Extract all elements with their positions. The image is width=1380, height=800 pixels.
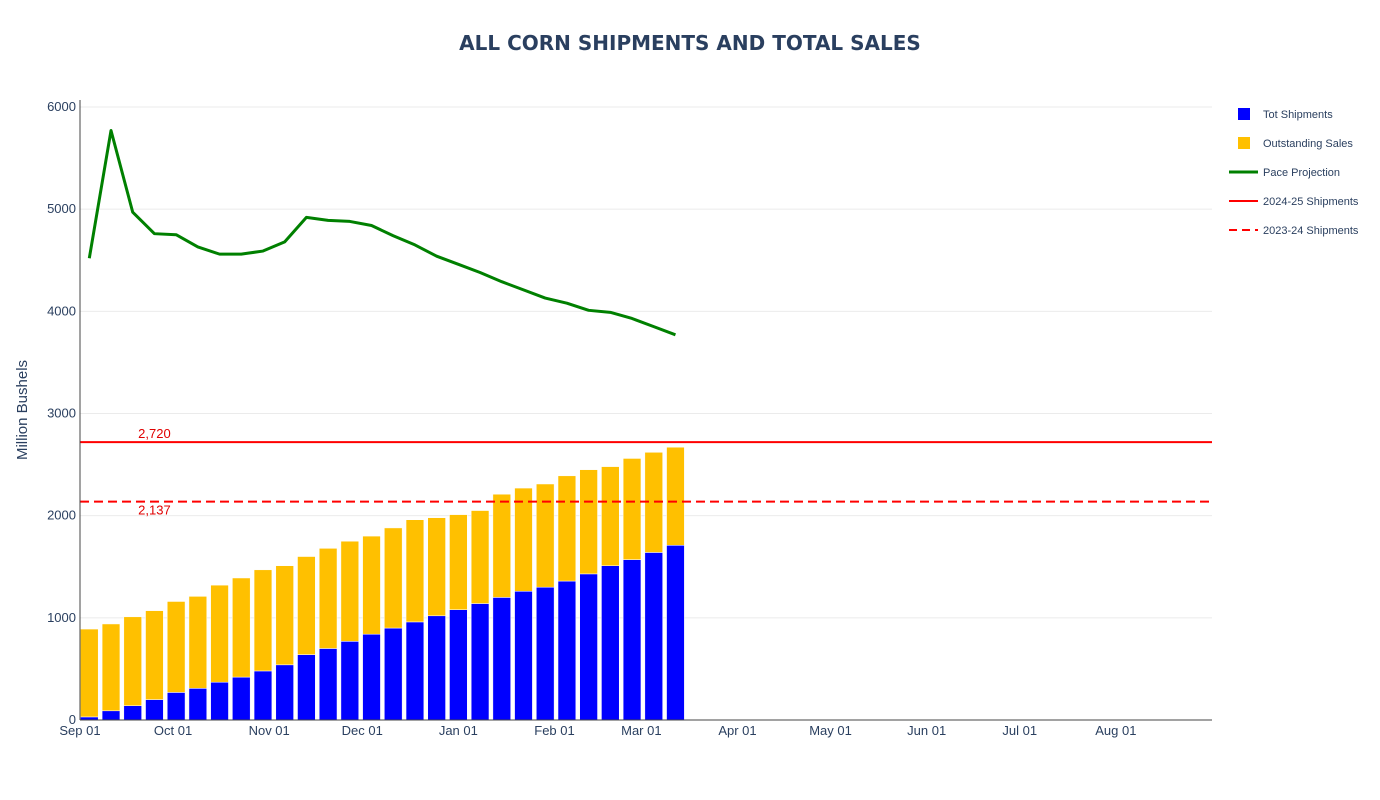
outstanding-sales-bar[interactable] <box>405 519 425 623</box>
x-tick-label: Oct 01 <box>154 723 192 738</box>
bars <box>80 446 685 721</box>
x-tick-label: Sep 01 <box>59 723 100 738</box>
outstanding-sales-bar[interactable] <box>340 540 359 642</box>
shipments-bar[interactable] <box>557 580 577 721</box>
legend-label: 2024-25 Shipments <box>1263 196 1359 208</box>
outstanding-sales-bar[interactable] <box>601 466 620 566</box>
legend-label: Outstanding Sales <box>1263 138 1353 150</box>
shipments-bar[interactable] <box>297 654 316 721</box>
legend-item[interactable]: Tot Shipments <box>1238 108 1333 121</box>
outstanding-sales-bar[interactable] <box>145 610 164 700</box>
outstanding-sales-bar[interactable] <box>101 623 121 712</box>
shipments-bar[interactable] <box>644 552 663 721</box>
legend-swatch <box>1238 108 1250 120</box>
outstanding-sales-bar[interactable] <box>514 487 533 592</box>
y-tick-label: 6000 <box>47 99 76 114</box>
outstanding-sales-bar[interactable] <box>123 616 142 706</box>
shipments-bar[interactable] <box>384 627 403 721</box>
y-tick-label: 5000 <box>47 201 76 216</box>
y-tick-label: 0 <box>69 712 76 727</box>
x-tick-label: Apr 01 <box>718 723 756 738</box>
y-tick-label: 2000 <box>47 508 76 523</box>
outstanding-sales-bar[interactable] <box>384 527 403 629</box>
outstanding-sales-bar[interactable] <box>232 577 251 678</box>
outstanding-sales-bar[interactable] <box>666 446 685 546</box>
outstanding-sales-bar[interactable] <box>253 569 273 672</box>
legend-item[interactable]: 2024-25 Shipments <box>1229 196 1359 208</box>
x-tick-label: Dec 01 <box>342 723 383 738</box>
shipments-bar[interactable] <box>601 565 620 721</box>
outstanding-sales-bar[interactable] <box>470 510 490 604</box>
y-tick-label: 4000 <box>47 303 76 318</box>
shipments-bar[interactable] <box>362 633 381 721</box>
x-tick-label: Aug 01 <box>1095 723 1136 738</box>
shipments-bar[interactable] <box>427 615 446 721</box>
legend[interactable]: Tot Shipments Outstanding Sales Pace Proje… <box>1229 108 1359 237</box>
outstanding-sales-bar[interactable] <box>492 493 511 598</box>
shipments-2024-25-label: 2,720 <box>138 426 171 441</box>
shipments-bar[interactable] <box>166 692 186 721</box>
legend-label: 2023-24 Shipments <box>1263 225 1359 237</box>
legend-swatch <box>1238 137 1250 149</box>
shipments-bar[interactable] <box>579 573 598 721</box>
shipments-bar[interactable] <box>232 676 251 721</box>
outstanding-sales-bar[interactable] <box>297 556 316 655</box>
x-tick-label: Jun 01 <box>907 723 946 738</box>
outstanding-sales-bar[interactable] <box>318 548 338 649</box>
shipments-bar[interactable] <box>101 710 121 721</box>
shipments-bar[interactable] <box>275 664 294 721</box>
outstanding-sales-bar[interactable] <box>80 628 99 718</box>
x-tick-label: May 01 <box>809 723 852 738</box>
outstanding-sales-bar[interactable] <box>166 601 186 693</box>
x-tick-label: Jan 01 <box>439 723 478 738</box>
legend-item[interactable]: 2023-24 Shipments <box>1229 225 1359 237</box>
shipments-bar[interactable] <box>514 591 533 721</box>
outstanding-sales-bar[interactable] <box>210 584 229 683</box>
outstanding-sales-bar[interactable] <box>275 565 294 666</box>
shipments-bar[interactable] <box>123 705 142 721</box>
shipments-bar[interactable] <box>622 559 642 721</box>
x-tick-label: Mar 01 <box>621 723 661 738</box>
legend-label: Tot Shipments <box>1263 109 1333 121</box>
legend-item[interactable]: Outstanding Sales <box>1238 137 1353 150</box>
shipments-bar[interactable] <box>405 621 425 721</box>
outstanding-sales-bar[interactable] <box>536 483 555 588</box>
x-tick-label: Nov 01 <box>249 723 290 738</box>
pace-projection-line[interactable] <box>87 128 676 337</box>
y-tick-label: 1000 <box>47 610 76 625</box>
outstanding-sales-bar[interactable] <box>579 469 598 575</box>
shipments-bar[interactable] <box>666 545 685 721</box>
shipments-bar[interactable] <box>470 603 490 721</box>
shipments-bar[interactable] <box>340 641 359 721</box>
lines: 2,720 2,137 <box>80 128 1212 518</box>
y-axis-title: Million Bushels <box>14 360 31 460</box>
outstanding-sales-bar[interactable] <box>557 475 577 582</box>
shipments-bar[interactable] <box>145 699 164 721</box>
shipments-2023-24-label: 2,137 <box>138 503 171 518</box>
shipments-bar[interactable] <box>318 648 338 721</box>
y-tick-label: 3000 <box>47 406 76 421</box>
outstanding-sales-bar[interactable] <box>188 596 208 689</box>
outstanding-sales-bar[interactable] <box>362 535 381 635</box>
outstanding-sales-bar[interactable] <box>449 514 468 610</box>
shipments-bar[interactable] <box>536 586 555 721</box>
shipments-bar[interactable] <box>492 597 511 721</box>
shipments-bar[interactable] <box>449 609 468 721</box>
shipments-bar[interactable] <box>253 670 273 721</box>
legend-item[interactable]: Pace Projection <box>1229 167 1340 179</box>
axes: 0 1000 2000 3000 4000 5000 6000 Sep 01 Oct 01 Nov… <box>47 99 1212 738</box>
x-tick-label: Jul 01 <box>1002 723 1037 738</box>
shipments-bar[interactable] <box>188 688 208 721</box>
legend-label: Pace Projection <box>1263 167 1340 179</box>
outstanding-sales-bar[interactable] <box>427 517 446 617</box>
outstanding-sales-bar[interactable] <box>622 458 642 560</box>
x-tick-label: Feb 01 <box>534 723 574 738</box>
shipments-bar[interactable] <box>210 681 229 721</box>
chart-title: ALL CORN SHIPMENTS AND TOTAL SALES <box>459 31 921 55</box>
grid <box>80 106 1212 619</box>
